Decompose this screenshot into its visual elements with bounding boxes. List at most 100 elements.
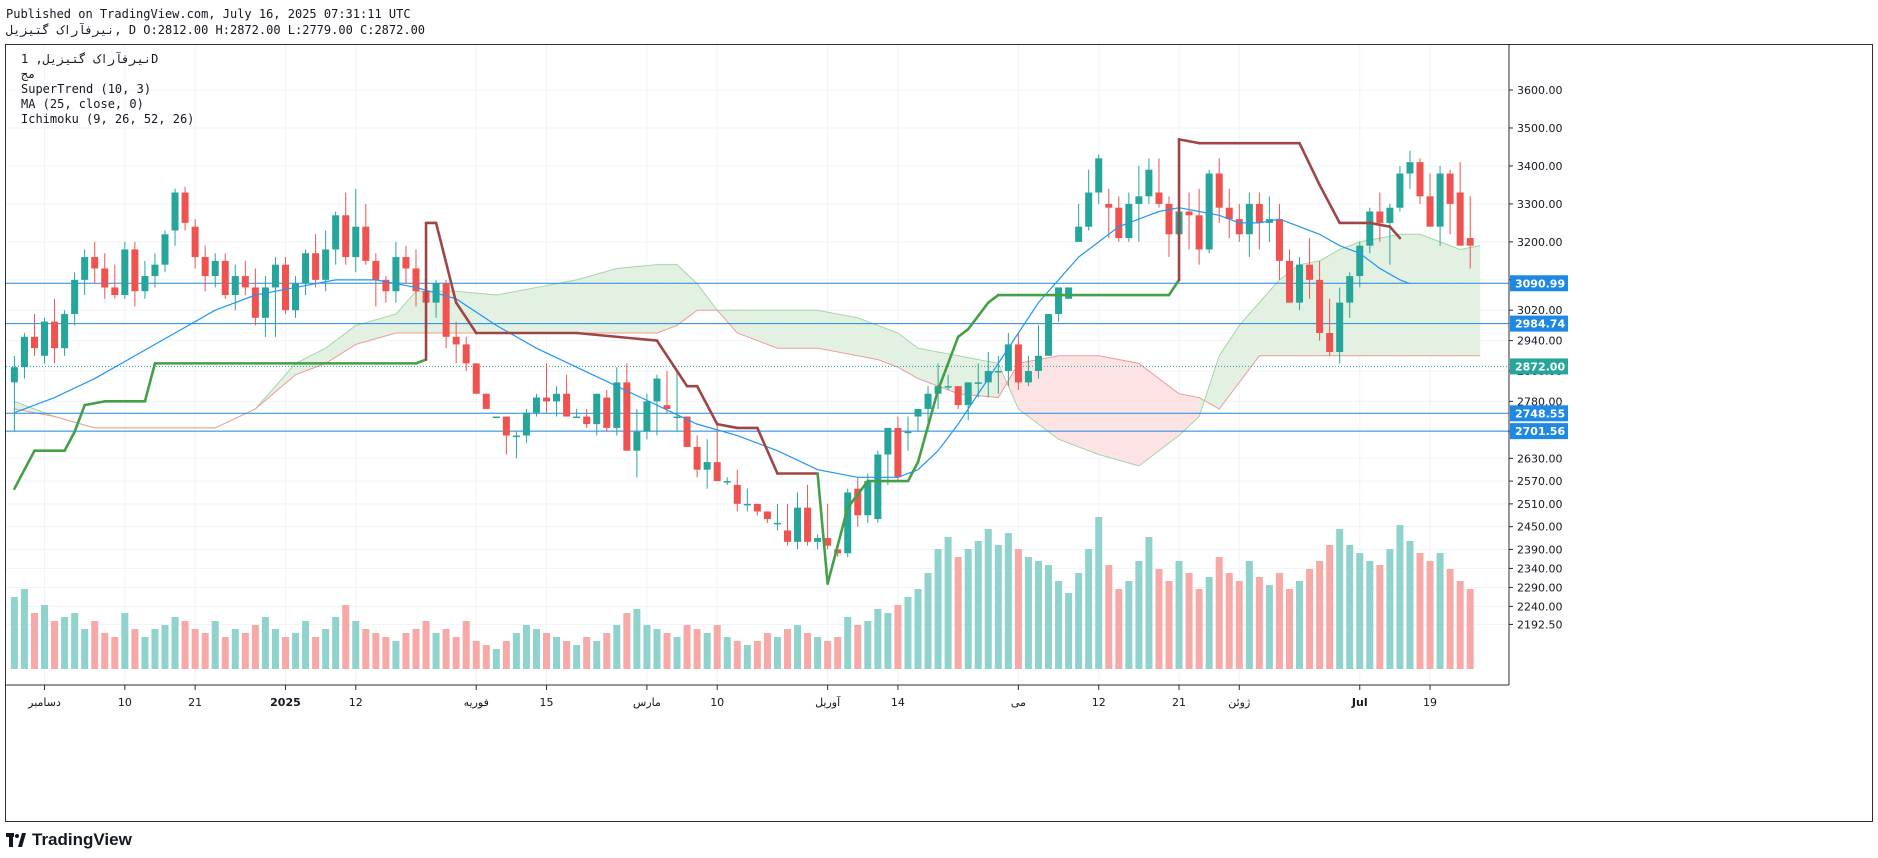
candle-body	[1085, 192, 1093, 227]
volume-bar	[1275, 573, 1283, 669]
y-tick-label: 3200.00	[1517, 236, 1563, 249]
candle-body	[553, 393, 561, 402]
candle-body	[964, 382, 972, 406]
x-tick-label: دسامبر	[27, 696, 61, 709]
candle-body	[723, 481, 731, 483]
candle-body	[181, 192, 189, 223]
candle-body	[1406, 162, 1414, 174]
supertrend-segment	[1177, 138, 1201, 145]
cloud-segment	[295, 348, 326, 375]
x-tick-label: می	[1011, 696, 1026, 709]
x-tick-label: 15	[540, 696, 554, 709]
candle-body	[884, 427, 892, 455]
candle-body	[1155, 192, 1163, 204]
supertrend-segment	[756, 426, 779, 475]
candle-body	[302, 253, 310, 284]
supertrend-segment	[695, 384, 719, 426]
supertrend-segment	[1368, 221, 1392, 228]
candle-body	[1115, 207, 1123, 239]
supertrend-segment	[936, 335, 960, 392]
supertrend-segment	[575, 331, 659, 342]
candle-body	[261, 287, 269, 318]
volume-bar	[292, 633, 300, 669]
supertrend-segment	[1298, 141, 1321, 187]
x-tick-label: ژوئن	[1228, 696, 1250, 709]
volume-bar	[442, 629, 450, 669]
volume-bar	[1085, 549, 1093, 669]
volume-bar	[743, 645, 751, 669]
y-tick-label: 2340.00	[1517, 562, 1563, 575]
volume-bar	[994, 545, 1002, 669]
candle-body	[51, 321, 59, 349]
candle-body	[30, 336, 38, 349]
volume-bar	[914, 589, 922, 669]
candle-body	[362, 226, 370, 261]
candle-body	[61, 314, 69, 349]
volume-bar	[211, 621, 219, 669]
hline-price-label: 3090.99	[1515, 277, 1565, 290]
volume-bar	[723, 637, 731, 669]
volume-bar	[1095, 517, 1103, 669]
candle-body	[231, 276, 239, 296]
candle-body	[844, 492, 852, 554]
cloud-segment	[1399, 234, 1420, 356]
price-chart[interactable]: 2192.50 2240.00 2290.00 2340.00 2390.00 2450.…	[6, 45, 1872, 821]
volume-bar	[372, 633, 380, 669]
candle-body	[10, 367, 18, 383]
legend-ma[interactable]: MA (25, close, 0)	[21, 97, 144, 111]
volume-bar	[1255, 577, 1263, 669]
volume-bar	[1185, 573, 1193, 669]
x-tick-label: Jul	[1351, 696, 1368, 709]
volume-bar	[1135, 561, 1143, 669]
volume-bar	[844, 617, 852, 669]
volume-bar	[342, 605, 350, 669]
candle-body	[1004, 344, 1012, 371]
volume-bar	[1346, 545, 1354, 669]
hline-price-tag	[1510, 405, 1568, 422]
candle-body	[904, 431, 912, 434]
volume-bar	[633, 609, 641, 669]
cloud-segment	[677, 264, 698, 326]
candle-body	[292, 283, 300, 311]
volume-bar	[362, 629, 370, 669]
volume-bar	[1115, 589, 1123, 669]
tradingview-brand[interactable]: TradingView	[6, 830, 132, 850]
volume-bar	[61, 617, 69, 669]
legend-supertrend[interactable]: SuperTrend (10, 3)	[21, 82, 152, 96]
volume-bar	[512, 633, 520, 669]
supertrend-segment	[13, 468, 26, 490]
volume-bar	[1336, 529, 1344, 669]
volume-bar	[1105, 565, 1113, 669]
supertrend-segment	[1318, 183, 1341, 225]
cloud-segment	[817, 310, 858, 356]
cloud-segment	[1219, 325, 1240, 409]
y-tick-label: 2240.00	[1517, 600, 1563, 613]
candle-body	[402, 257, 410, 269]
supertrend-segment	[826, 506, 850, 585]
candle-body	[1426, 196, 1434, 227]
y-axis: 2192.50 2240.00 2290.00 2340.00 2390.00 2450.…	[1508, 45, 1568, 685]
chart-frame[interactable]: 2192.50 2240.00 2290.00 2340.00 2390.00 2450.…	[5, 44, 1873, 822]
candle-body	[141, 276, 149, 292]
candle-body	[20, 336, 28, 368]
candle-body	[111, 287, 119, 296]
volume-bar	[532, 629, 540, 669]
candle-body	[372, 260, 380, 280]
legend-ichimoku[interactable]: Ichimoku (9, 26, 52, 26)	[21, 112, 195, 126]
candle-body	[834, 549, 842, 554]
volume-bar	[302, 621, 310, 669]
candle-body	[653, 378, 661, 402]
candle-body	[382, 279, 390, 292]
candle-body	[281, 264, 289, 311]
candle-body	[452, 336, 460, 345]
volume-bar	[593, 641, 601, 669]
cloud-segment	[1138, 363, 1180, 466]
candle-body	[91, 257, 99, 269]
volume-bar	[1145, 537, 1153, 669]
moving-average-line	[14, 207, 1411, 478]
cloud-segment	[1179, 393, 1200, 436]
candle-body	[1055, 287, 1063, 315]
volume-bar	[251, 625, 259, 669]
x-tick-label: مارس	[633, 696, 661, 709]
candle-body	[1065, 287, 1073, 299]
